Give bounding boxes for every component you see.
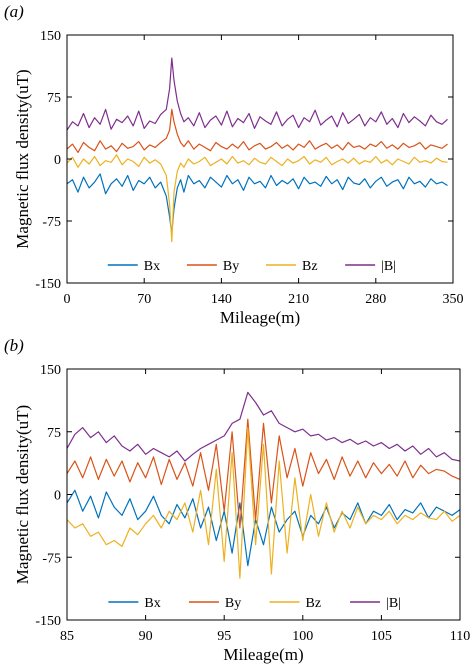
x-tick-label: 210 <box>288 292 309 307</box>
y-tick-label: -150 <box>35 614 61 629</box>
y-tick-label: -75 <box>42 215 61 230</box>
y-tick-label: 75 <box>47 426 61 441</box>
x-axis-label: Mileage(m) <box>223 645 303 664</box>
series-line-abs-babs- <box>67 391 460 462</box>
legend-label: Bz <box>302 259 318 274</box>
plot-frame <box>66 34 454 284</box>
legend: Bx By Bz |B| <box>101 253 419 277</box>
x-tick-label: 100 <box>292 629 313 644</box>
y-tick-label: 75 <box>47 91 61 106</box>
x-tick-label: 110 <box>450 629 470 644</box>
series-group <box>67 57 448 243</box>
legend-label: By <box>223 259 239 274</box>
y-tick-label: -150 <box>35 277 61 292</box>
legend-label: |B| <box>381 259 396 274</box>
x-tick-label: 0 <box>64 292 71 307</box>
series-line-bx <box>67 489 460 567</box>
y-tick-label: 150 <box>40 363 61 378</box>
x-tick-label: 90 <box>139 629 153 644</box>
legend-label: Bx <box>144 259 160 274</box>
y-axis-label: Magnetic flux density(uT) <box>13 69 32 248</box>
x-axis-label: Mileage(m) <box>220 308 300 327</box>
legend-label: Bx <box>144 596 160 611</box>
series-line-abs-babs- <box>67 57 448 131</box>
plot-frame <box>66 368 461 621</box>
panel-label: (b) <box>4 336 24 355</box>
legend-label: |B| <box>386 596 401 611</box>
y-tick-label: 0 <box>54 489 61 504</box>
legend-label: Bz <box>306 596 322 611</box>
x-tick-label: 85 <box>60 629 74 644</box>
x-tick-label: 105 <box>371 629 392 644</box>
series-group <box>67 391 460 579</box>
x-tick-label: 140 <box>211 292 232 307</box>
panel-label: (a) <box>4 2 24 21</box>
series-line-by <box>67 108 448 153</box>
legend-label: By <box>225 596 241 611</box>
series-line-by <box>67 418 460 529</box>
series-line-bz <box>67 154 448 243</box>
y-tick-label: 150 <box>40 29 61 44</box>
x-tick-label: 280 <box>365 292 386 307</box>
series-line-bz <box>67 427 460 579</box>
x-tick-label: 350 <box>443 292 464 307</box>
y-tick-label: 0 <box>54 153 61 168</box>
y-tick-label: -75 <box>42 551 61 566</box>
x-tick-label: 95 <box>217 629 231 644</box>
series-line-bx <box>67 173 448 234</box>
legend: Bx By Bz |B| <box>102 590 425 614</box>
x-tick-label: 70 <box>137 292 151 307</box>
y-axis-label: Magnetic flux density(uT) <box>13 405 32 584</box>
